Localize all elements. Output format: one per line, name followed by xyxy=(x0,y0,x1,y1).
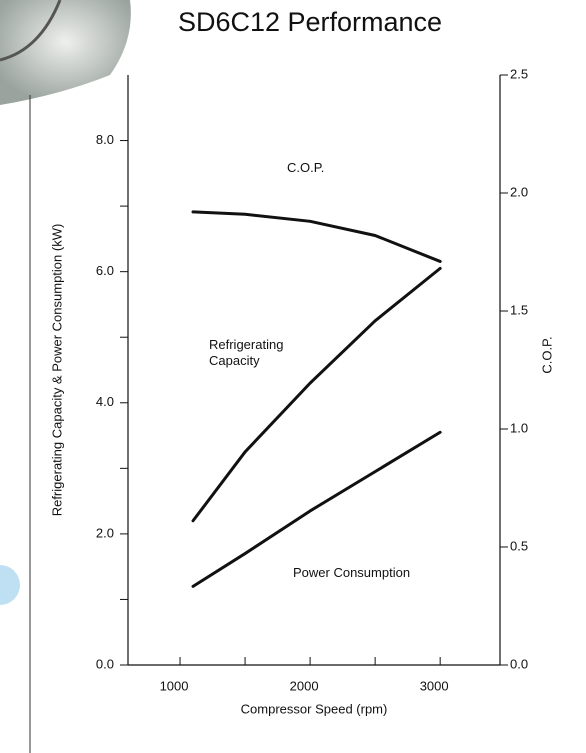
series-line xyxy=(191,266,442,523)
y-tick-label: 8.0 xyxy=(96,132,114,147)
y2-tick-label: 1.5 xyxy=(510,302,528,317)
y2-tick-label: 2.0 xyxy=(510,184,528,199)
x-tick-label: 2000 xyxy=(290,678,319,693)
y-tick-label: 2.0 xyxy=(96,525,114,540)
decoration xyxy=(0,565,20,605)
y-tick-label: 4.0 xyxy=(96,394,114,409)
axes xyxy=(127,75,501,666)
x-axis-label: Compressor Speed (rpm) xyxy=(241,701,388,716)
series-line xyxy=(191,210,442,263)
capacity-annotation: Refrigerating Capacity xyxy=(209,337,284,368)
chart-title: SD6C12 Performance xyxy=(178,7,442,37)
power-annotation: Power Consumption xyxy=(293,565,411,580)
x-tick-label: 3000 xyxy=(420,678,449,693)
x-tick-label: 1000 xyxy=(160,678,189,693)
y2-tick-label: 0.0 xyxy=(510,656,528,671)
y2-axis-label: C.O.P. xyxy=(539,336,554,373)
y-tick-label: 6.0 xyxy=(96,263,114,278)
cop-annotation: C.O.P. xyxy=(287,160,325,175)
product-image-detail xyxy=(0,0,62,62)
y-axis-label: Refrigerating Capacity & Power Consumpti… xyxy=(49,224,64,517)
product-image xyxy=(0,0,131,105)
y2-tick-label: 0.5 xyxy=(510,538,528,553)
y-tick-label: 0.0 xyxy=(96,656,114,671)
y2-tick-label: 2.5 xyxy=(510,66,528,81)
series-line xyxy=(191,430,442,588)
y2-tick-label: 1.0 xyxy=(510,420,528,435)
